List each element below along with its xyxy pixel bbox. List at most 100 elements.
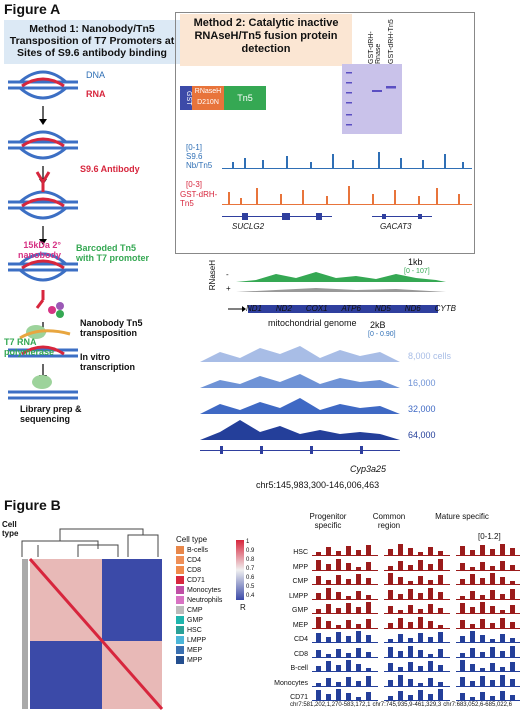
track-peak xyxy=(510,548,515,555)
track-peak xyxy=(356,550,361,555)
track-peak xyxy=(470,664,475,671)
track-cell xyxy=(384,674,450,687)
track-cell xyxy=(456,558,520,571)
track-peak xyxy=(326,694,331,700)
s96-label: S9.6 Antibody xyxy=(80,164,140,174)
legend-swatch xyxy=(176,596,184,604)
scale-label: R xyxy=(240,603,246,612)
titration-cells-1: 8,000 cells xyxy=(408,351,452,361)
track1-label: S9.6 Nb/Tn5 xyxy=(186,152,213,170)
stage-4 xyxy=(8,252,78,318)
track-peak xyxy=(510,645,515,657)
track-peak xyxy=(388,646,393,657)
track-peak xyxy=(408,581,413,584)
mito-gene: CYTB xyxy=(434,304,456,313)
track-peak xyxy=(356,607,361,613)
dna-label: DNA xyxy=(86,70,106,80)
color-scale xyxy=(236,540,244,600)
track-peak xyxy=(510,564,515,570)
legend-item: CD71 xyxy=(176,575,236,585)
track-peak xyxy=(398,634,403,642)
track-rows: HSC MPP CMP LMPP GMP MEP CD4 CD8 B-cell Monocytes… xyxy=(270,542,520,702)
track-peak xyxy=(388,565,393,570)
track-peak xyxy=(500,691,505,700)
track-peak xyxy=(438,648,443,657)
track-peak xyxy=(438,632,443,642)
track-peak xyxy=(428,604,433,613)
construct-rnaseh: RNaseH D210N xyxy=(192,86,224,110)
coord: chr7:683,052,6-685,022,6 xyxy=(443,702,512,708)
transposition-label: Nanobody Tn5 transposition xyxy=(80,318,143,338)
legend-swatch xyxy=(176,606,184,614)
track-peak xyxy=(408,621,413,628)
figure-b-title: Figure B xyxy=(4,497,61,513)
legend-item: Monocytes xyxy=(176,585,236,595)
track-peak xyxy=(460,660,465,671)
track-peak xyxy=(336,624,341,628)
mito-gene: ND1 xyxy=(246,304,263,313)
track-peak xyxy=(326,580,331,584)
track-peak xyxy=(336,681,341,686)
track-peak xyxy=(460,652,465,657)
legend-swatch xyxy=(176,646,184,654)
track-peak xyxy=(438,689,443,700)
track-cell xyxy=(384,558,450,571)
track-peak xyxy=(490,663,495,671)
track-peak xyxy=(408,678,413,686)
track-row: MEP xyxy=(270,615,520,629)
stage-2 xyxy=(8,130,78,160)
track-peak xyxy=(470,680,475,686)
construct-tn5: Tn5 xyxy=(224,86,266,110)
track-peak xyxy=(366,668,371,671)
titration-scale: 2kB xyxy=(370,320,386,330)
track-peak xyxy=(388,696,393,700)
track-cell xyxy=(456,601,520,614)
mito-gene: ND2 xyxy=(275,304,292,313)
track-peak xyxy=(510,678,515,686)
track-row: CD4 xyxy=(270,629,520,643)
track-peak xyxy=(408,548,413,555)
legend-label: CD8 xyxy=(187,566,202,574)
track-peak xyxy=(398,577,403,584)
track-peak xyxy=(470,607,475,613)
track-peak xyxy=(356,574,361,584)
track-peak xyxy=(460,603,465,613)
track-cell xyxy=(384,587,450,600)
track-peak xyxy=(366,635,371,642)
track-peak xyxy=(366,578,371,584)
col-progenitor: Progenitor specific xyxy=(309,512,347,530)
track-peak xyxy=(356,566,361,570)
track-cell xyxy=(456,688,520,701)
track-peak xyxy=(346,693,351,700)
track-cell xyxy=(312,645,378,658)
legend-label: GMP xyxy=(187,616,203,624)
titration-cells-2: 16,000 xyxy=(408,378,436,388)
track-peak xyxy=(460,562,465,570)
track-peak xyxy=(326,604,331,613)
track-peak xyxy=(510,588,515,599)
track-peak xyxy=(438,665,443,671)
rna-label: RNA xyxy=(86,89,106,99)
track-peak xyxy=(366,561,371,570)
gel-lane-1: GST-dRH-Rnase xyxy=(368,31,382,64)
track-row-label: Monocytes xyxy=(274,679,308,687)
track-row-label: MEP xyxy=(292,621,308,629)
method1-title: Method 1: Nanobody/Tn5 Transposition of … xyxy=(4,20,180,64)
track-peak xyxy=(500,593,505,599)
track-peak xyxy=(316,592,321,599)
track-peak xyxy=(336,648,341,657)
track-row-label: HSC xyxy=(293,549,308,556)
track-peak xyxy=(346,660,351,671)
track-cell xyxy=(456,630,520,643)
track-peak xyxy=(490,696,495,700)
track-peak xyxy=(398,560,403,570)
stage-6 xyxy=(8,375,78,400)
track-peak xyxy=(480,692,485,700)
track-cell xyxy=(456,587,520,600)
method2-tracks xyxy=(222,152,472,220)
titration-coords: chr5:145,983,300-146,006,463 xyxy=(256,480,380,490)
track-peak xyxy=(460,636,465,642)
legend-item: Neutrophils xyxy=(176,595,236,605)
track-peak xyxy=(428,580,433,584)
track-peak xyxy=(490,679,495,686)
